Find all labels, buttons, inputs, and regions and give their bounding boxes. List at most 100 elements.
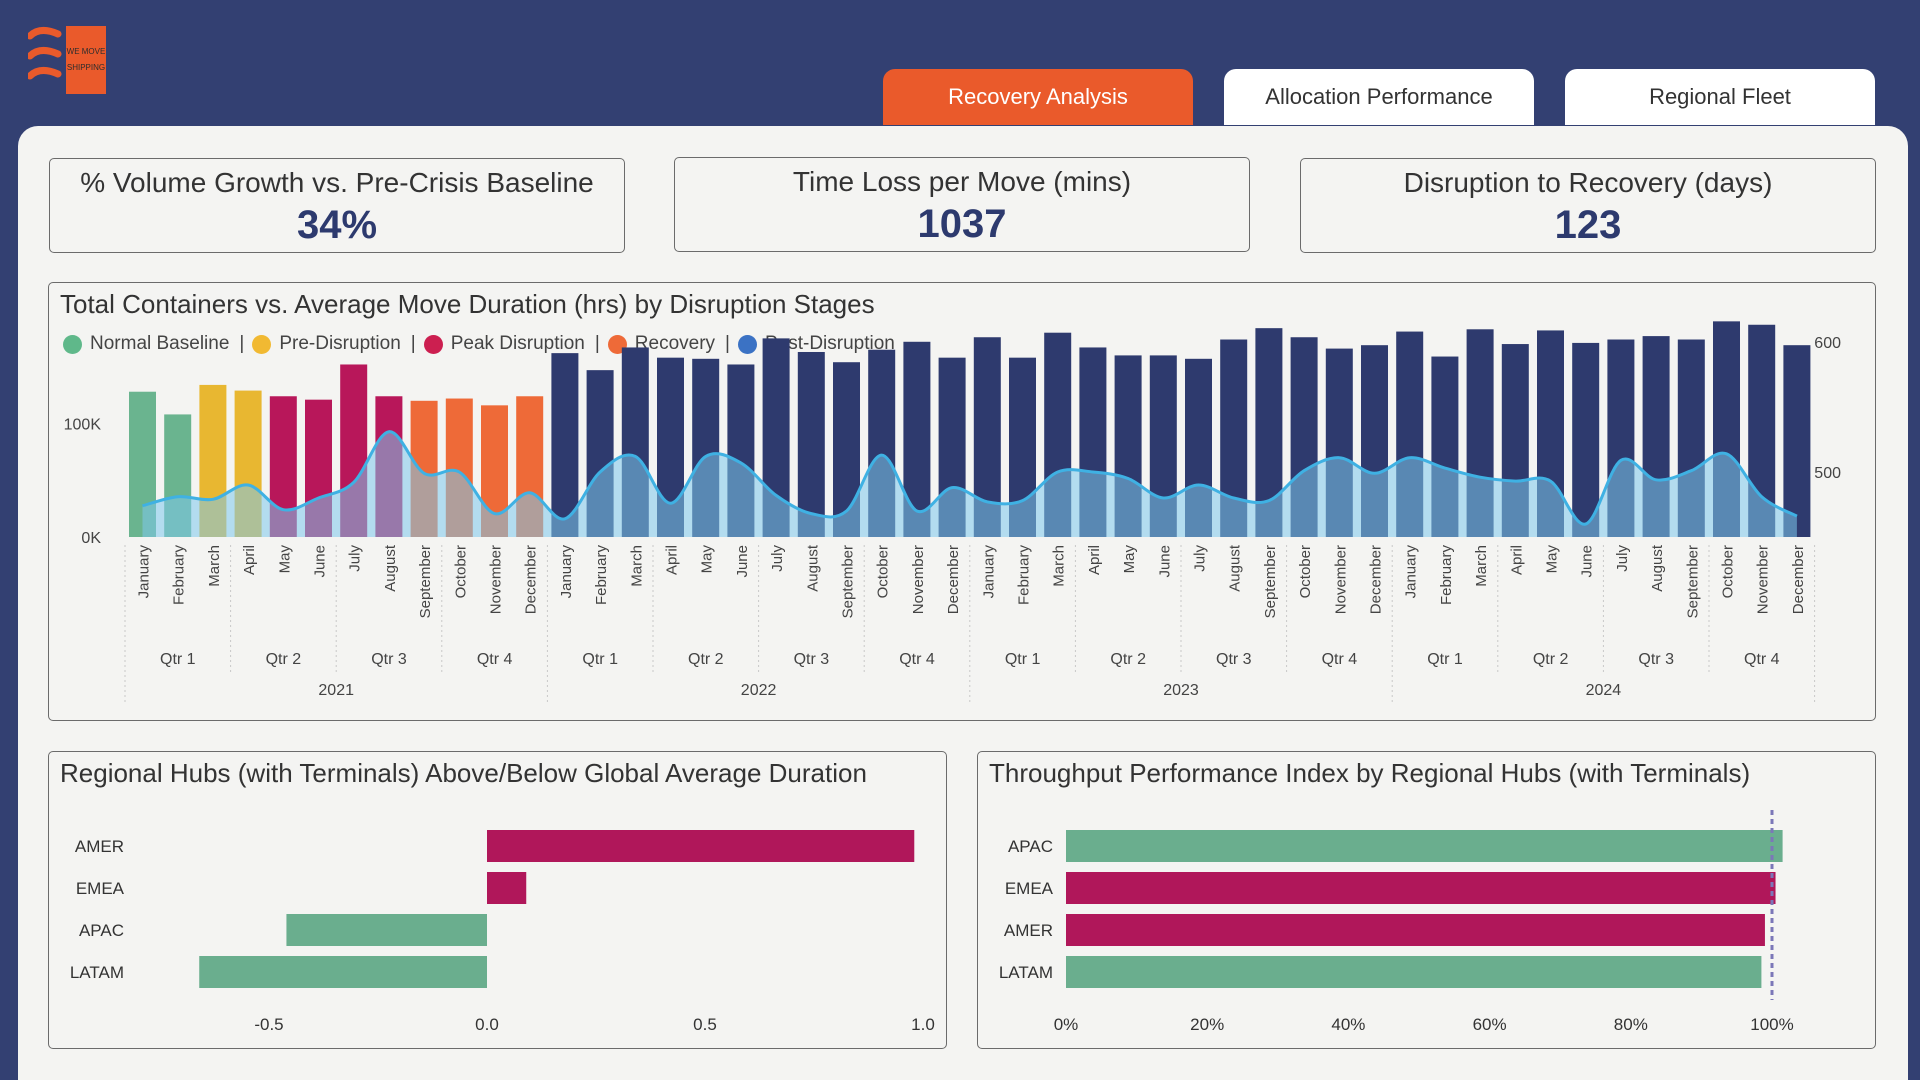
legend-item-peak-disruption[interactable]: Peak Disruption [423, 333, 585, 355]
bar-containers [762, 338, 790, 537]
tab-recovery-analysis[interactable]: Recovery Analysis [883, 69, 1193, 125]
bar-containers [1677, 339, 1705, 537]
x-month-label: July [1614, 545, 1631, 572]
x-month-label: August [382, 544, 399, 592]
x-month-label: May [1544, 545, 1561, 574]
y-category-label: AMER [75, 837, 124, 856]
kpi-disruption-recovery: Disruption to Recovery (days) 123 [1300, 158, 1876, 253]
bar-containers [129, 391, 156, 537]
x-quarter-label: Qtr 1 [1005, 651, 1041, 668]
x-quarter-label: Qtr 4 [477, 651, 513, 668]
x-month-label: April [1086, 545, 1103, 575]
x-quarter-label: Qtr 2 [1533, 651, 1569, 668]
legend-item-pre-disruption[interactable]: Pre-Disruption [252, 333, 401, 355]
bar-hub-duration [199, 956, 488, 988]
x-quarter-label: Qtr 1 [1427, 651, 1463, 668]
x-month-label: May [699, 545, 716, 574]
x-quarter-label: Qtr 2 [1110, 651, 1146, 668]
bar-hub-duration [286, 914, 487, 946]
company-logo: WE MOVE SHIPPING [28, 26, 106, 94]
x-tick-label: 40% [1331, 1015, 1365, 1034]
x-month-label: September [417, 545, 434, 618]
kpi-value: 123 [1554, 203, 1622, 247]
x-quarter-label: Qtr 4 [1322, 651, 1358, 668]
legend-dot-icon [607, 334, 627, 354]
x-year-label: 2023 [1163, 682, 1199, 699]
bar-containers [1572, 342, 1600, 537]
bar-containers [1290, 337, 1318, 537]
x-quarter-label: Qtr 4 [1744, 651, 1780, 668]
chart-title: Throughput Performance Index by Regional… [989, 758, 1751, 788]
bar-containers [1466, 329, 1494, 537]
tab-label: Recovery Analysis [948, 84, 1128, 109]
x-month-label: November [1332, 545, 1349, 614]
axis-separators [124, 545, 1816, 703]
duration-area [142, 431, 1797, 537]
legend-item-baseline[interactable]: Normal Baseline [63, 333, 229, 355]
legend-item-post-disruption[interactable]: Post-Disruption [737, 333, 895, 355]
svg-text:WE MOVE: WE MOVE [67, 47, 106, 56]
bar-containers [727, 364, 755, 537]
x-month-label: November [488, 545, 505, 614]
y-category-label: AMER [1004, 921, 1053, 940]
throughput-index-chart: Throughput Performance Index by Regional… [977, 751, 1876, 1049]
x-month-label: June [1156, 545, 1173, 578]
kpi-volume-growth: % Volume Growth vs. Pre-Crisis Baseline … [49, 158, 625, 253]
x-month-label: March [1473, 545, 1490, 587]
x-month-label: December [523, 545, 540, 614]
bar-containers [551, 353, 579, 537]
x-quarter-label: Qtr 1 [160, 651, 196, 668]
x-month-label: March [206, 545, 223, 587]
x-month-label: February [171, 545, 188, 606]
x-quarter-label: Qtr 3 [371, 651, 407, 668]
bar-containers [164, 414, 192, 537]
x-month-label: February [593, 545, 610, 606]
x-month-label: July [1192, 545, 1209, 572]
chart-legend: Normal Baseline | Pre-Disruption | Peak Di… [63, 333, 901, 355]
tab-allocation-performance[interactable]: Allocation Performance [1224, 69, 1534, 125]
x-month-label: August [1649, 544, 1666, 592]
bar-containers [481, 405, 508, 537]
bar-containers [657, 357, 684, 537]
bar-containers [797, 351, 825, 537]
y-tick-label-left: 0K [81, 530, 101, 547]
x-month-label: June [1579, 545, 1596, 578]
x-month-label: February [1438, 545, 1455, 606]
x-month-label: July [769, 545, 786, 572]
x-year-label: 2021 [318, 682, 354, 699]
x-month-label: November [910, 545, 927, 614]
chart-title: Regional Hubs (with Terminals) Above/Bel… [60, 758, 867, 788]
x-month-label: December [1368, 545, 1385, 614]
x-quarter-label: Qtr 3 [794, 651, 830, 668]
bar-throughput [1066, 830, 1783, 862]
x-tick-label: 0% [1054, 1015, 1079, 1034]
x-month-label: June [734, 545, 751, 578]
bar-containers [1748, 324, 1776, 537]
bar-throughput [1066, 872, 1776, 904]
x-month-label: December [1790, 545, 1807, 614]
x-month-label: October [1297, 545, 1314, 598]
bar-containers [1642, 336, 1670, 537]
x-month-label: January [980, 545, 997, 599]
bar-containers [1713, 321, 1740, 537]
legend-item-recovery[interactable]: Recovery [607, 333, 715, 355]
throughput-index-plot: APAC EMEA AMER LATAM 0% 20% 40% 60% 80% 100% [999, 810, 1794, 1034]
y-category-label: LATAM [999, 963, 1053, 982]
bar-containers [1185, 358, 1212, 537]
x-month-label: April [664, 545, 681, 575]
waves-icon [28, 27, 62, 80]
x-month-label: August [1227, 544, 1244, 592]
containers-duration-chart: Total Containers vs. Average Move Durati… [48, 282, 1876, 721]
x-month-label: June [312, 545, 329, 578]
dashboard-panel: % Volume Growth vs. Pre-Crisis Baseline … [18, 126, 1908, 1080]
tab-regional-fleet[interactable]: Regional Fleet [1565, 69, 1875, 125]
x-month-label: September [1262, 545, 1279, 618]
kpi-value: 1037 [917, 202, 1007, 246]
bar-containers [1396, 331, 1424, 537]
legend-dot-icon [423, 334, 443, 354]
y-category-label: APAC [1008, 837, 1053, 856]
bar-hub-duration [487, 830, 915, 862]
x-tick-label: 80% [1614, 1015, 1648, 1034]
svg-text:SHIPPING: SHIPPING [67, 63, 105, 72]
x-tick-label: 20% [1190, 1015, 1224, 1034]
